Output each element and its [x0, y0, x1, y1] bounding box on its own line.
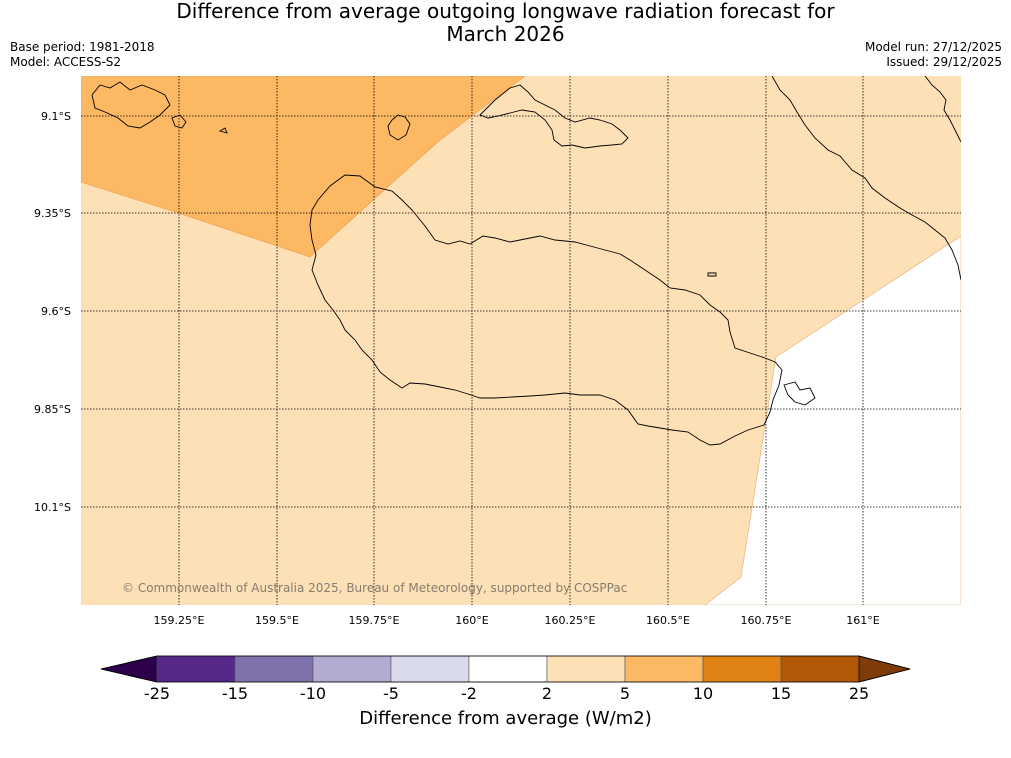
colorbar-tick-label: -25 — [144, 684, 170, 703]
coastline-marau-islets — [783, 381, 816, 406]
lon-label: 159.5°E — [255, 614, 299, 627]
colorbar-tick-label: -15 — [222, 684, 248, 703]
coastline-malaita-north — [924, 76, 961, 143]
colorbar-under-arrow — [100, 655, 158, 683]
gridlines — [81, 76, 961, 605]
colorbar-swatch — [234, 655, 314, 683]
coastline-florida-islands — [479, 84, 629, 149]
lat-labels: 9.1°S 9.35°S 9.6°S 9.85°S 10.1°S — [34, 110, 71, 514]
colorbar-over-arrow — [858, 655, 911, 683]
colorbar-swatch — [546, 655, 626, 683]
lat-label: 10.1°S — [34, 501, 71, 514]
lon-label: 161°E — [846, 614, 879, 627]
copyright-notice: © Commonwealth of Australia 2025, Bureau… — [122, 581, 627, 595]
lon-label: 159.75°E — [349, 614, 400, 627]
lon-label: 159.25°E — [154, 614, 205, 627]
lat-label: 9.85°S — [34, 403, 71, 416]
colorbar-label: Difference from average (W/m2) — [359, 708, 652, 729]
lat-label: 9.1°S — [41, 110, 71, 123]
meta-left: Base period: 1981-2018 Model: ACCESS-S2 — [10, 40, 155, 70]
lon-label: 160.75°E — [741, 614, 792, 627]
coastline-guadalcanal — [309, 174, 783, 446]
lon-labels: 159.25°E 159.5°E 159.75°E 160°E 160.25°E… — [154, 614, 880, 627]
colorbar-tick-label: -5 — [383, 684, 399, 703]
issued-date: Issued: 29/12/2025 — [886, 55, 1002, 69]
colorbar-swatch — [780, 655, 860, 683]
colorbar-ticks: -25 -15 -10 -5 -2 2 5 10 15 25 — [144, 684, 869, 703]
colorbar-tick-label: 25 — [849, 684, 869, 703]
map-panel: © Commonwealth of Australia 2025, Bureau… — [34, 76, 961, 627]
chart-title: Difference from average outgoing longwav… — [0, 0, 1011, 46]
coastline-islet-2 — [707, 272, 717, 277]
model-run: Model run: 27/12/2025 — [864, 40, 1002, 54]
colorbar-outline — [100, 655, 911, 683]
colorbar-tick-label: 10 — [693, 684, 713, 703]
model-name: Model: ACCESS-S2 — [10, 55, 122, 69]
colorbar-swatch — [702, 655, 782, 683]
lat-label: 9.35°S — [34, 207, 71, 220]
coastline-malaita — [771, 76, 961, 281]
title-line-1: Difference from average outgoing longwav… — [176, 0, 835, 23]
region-5-to-10 — [81, 76, 526, 258]
map-area: © Commonwealth of Australia 2025, Bureau… — [81, 76, 961, 605]
base-period: Base period: 1981-2018 — [10, 40, 155, 54]
colorbar-tick-label: -10 — [300, 684, 326, 703]
coastline-islet-1 — [218, 127, 228, 134]
title-line-2: March 2026 — [446, 22, 565, 46]
colorbar: -25 -15 -10 -5 -2 2 5 10 15 25 — [100, 655, 911, 703]
colorbar-swatch — [312, 655, 392, 683]
meta-right: Model run: 27/12/2025 Issued: 29/12/2025 — [865, 40, 1002, 70]
coastline-russell-islands — [91, 81, 171, 129]
colorbar-swatch — [156, 655, 236, 683]
colorbar-tick-label: 2 — [542, 684, 552, 703]
lon-label: 160.5°E — [646, 614, 690, 627]
colorbar-swatch — [624, 655, 704, 683]
colorbar-tick-label: 15 — [771, 684, 791, 703]
region-neutral — [704, 235, 961, 605]
lat-label: 9.6°S — [41, 305, 71, 318]
colorbar-tick-label: -2 — [461, 684, 477, 703]
lon-label: 160.25°E — [545, 614, 596, 627]
colorbar-swatch — [468, 655, 548, 683]
colorbar-swatch — [390, 655, 470, 683]
colorbar-tick-label: 5 — [620, 684, 630, 703]
lon-label: 160°E — [455, 614, 488, 627]
colorbar-body — [100, 655, 911, 683]
